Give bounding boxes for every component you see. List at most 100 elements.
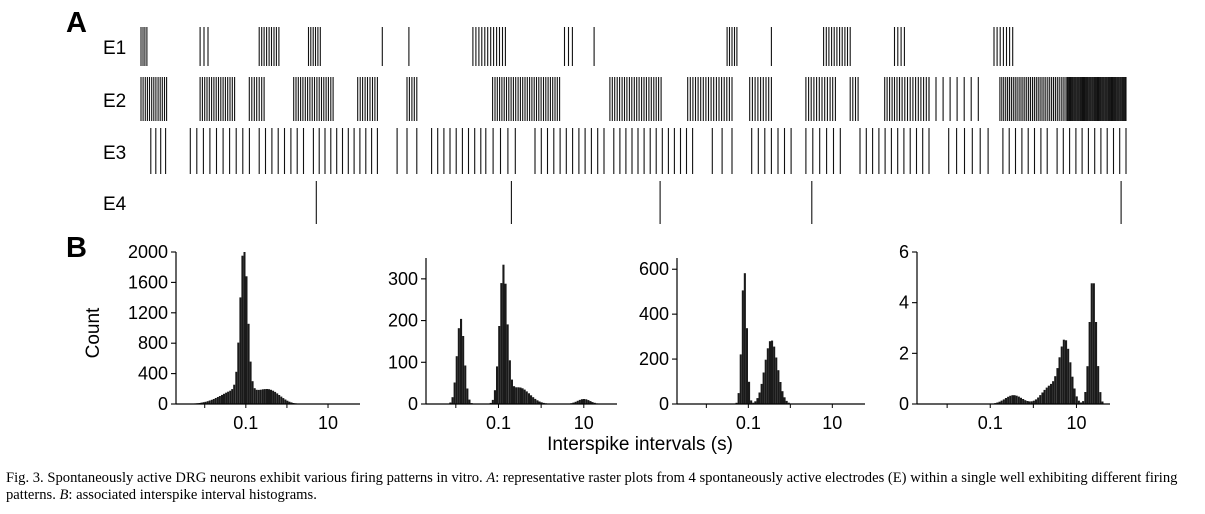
histogram-bar bbox=[266, 389, 268, 404]
y-tick-label: 2 bbox=[899, 343, 909, 363]
histogram-bar bbox=[506, 324, 509, 404]
histogram-bar bbox=[261, 389, 264, 404]
y-tick-label: 6 bbox=[899, 242, 909, 262]
x-tick-label: 0.1 bbox=[736, 413, 761, 433]
histogram-bar bbox=[591, 402, 594, 404]
histogram-bar bbox=[1084, 392, 1087, 404]
raster-row-e1: E1 bbox=[103, 27, 1014, 66]
histogram-bar bbox=[235, 371, 238, 404]
histogram-bar bbox=[510, 379, 513, 404]
histogram-bar bbox=[468, 399, 471, 404]
histogram-bar bbox=[1056, 368, 1059, 404]
histogram-bar bbox=[998, 401, 1001, 404]
histogram-bar bbox=[781, 391, 784, 404]
histogram-bar bbox=[587, 400, 590, 404]
histogram-bar bbox=[241, 255, 244, 404]
histogram-bar bbox=[229, 390, 232, 404]
caption-lead: Fig. 3. Spontaneously active DRG neurons… bbox=[6, 470, 487, 486]
histogram-bar bbox=[777, 370, 780, 404]
raster-row-label: E3 bbox=[103, 143, 126, 164]
histogram-bar bbox=[754, 401, 757, 404]
x-tick-label: 0.1 bbox=[233, 413, 258, 433]
histogram-bar bbox=[270, 389, 272, 404]
isi-histogram-4: 0 2 4 6 0.1 10 bbox=[899, 242, 1110, 433]
histogram-bar bbox=[1030, 401, 1033, 404]
x-tick-label: 10 bbox=[574, 413, 594, 433]
histogram-bar bbox=[1019, 397, 1022, 404]
histogram-bar bbox=[1022, 399, 1025, 404]
y-tick-label: 1200 bbox=[128, 303, 168, 323]
histogram-bar bbox=[1092, 283, 1095, 404]
histogram-bar bbox=[1007, 396, 1010, 404]
histogram-bar bbox=[1060, 346, 1063, 404]
histogram-bar bbox=[1017, 396, 1020, 404]
histogram-bar bbox=[1043, 389, 1046, 404]
histogram-bar bbox=[288, 401, 291, 404]
histogram-bar bbox=[251, 381, 254, 404]
histogram-bar bbox=[268, 389, 270, 404]
isi-histogram-2: 0 100 200 300 0.1 10 bbox=[388, 258, 617, 433]
histogram-bar bbox=[206, 401, 209, 404]
histogram-bar bbox=[758, 392, 761, 404]
y-tick-label: 200 bbox=[388, 311, 418, 331]
raster-row-e3: E3 bbox=[103, 128, 1127, 174]
histogram-bar bbox=[583, 399, 586, 404]
histogram-bar bbox=[538, 401, 541, 404]
histogram-bar bbox=[756, 398, 759, 404]
histogram-bar bbox=[1034, 399, 1037, 404]
histogram-bar bbox=[530, 395, 533, 404]
x-tick-label: 10 bbox=[822, 413, 842, 433]
histogram-bar bbox=[1075, 396, 1078, 404]
histogram-bar bbox=[1000, 400, 1003, 404]
histogram-bar bbox=[247, 323, 250, 404]
x-tick-label: 0.1 bbox=[978, 413, 1003, 433]
y-tick-label: 800 bbox=[138, 333, 168, 353]
histogram-bar bbox=[521, 388, 524, 404]
raster-row-label: E1 bbox=[103, 38, 126, 59]
histogram-bar bbox=[589, 401, 592, 404]
histogram-bar bbox=[451, 397, 454, 404]
panel-a-label: A bbox=[66, 7, 87, 39]
histogram-bar bbox=[768, 341, 771, 404]
histogram-bar bbox=[1011, 395, 1014, 404]
histogram-bar bbox=[502, 264, 505, 404]
histogram-bar bbox=[1069, 362, 1072, 404]
histogram-bar bbox=[519, 387, 522, 404]
histogram-bar bbox=[263, 389, 266, 404]
histogram-bar bbox=[253, 388, 256, 404]
y-tick-label: 200 bbox=[639, 349, 669, 369]
histogram-bar bbox=[1054, 376, 1057, 404]
histogram-bar bbox=[508, 360, 511, 404]
histogram-bar bbox=[498, 326, 501, 404]
y-tick-label: 1600 bbox=[128, 272, 168, 292]
raster-row-e2: E2 bbox=[103, 77, 1127, 121]
histogram-bar bbox=[515, 387, 518, 404]
histogram-bar bbox=[513, 386, 516, 404]
histogram-bar bbox=[223, 393, 225, 404]
histogram-bar bbox=[218, 396, 221, 404]
histogram-bar bbox=[278, 395, 281, 404]
histogram-bar bbox=[453, 382, 456, 404]
histogram-bar bbox=[1090, 283, 1093, 404]
y-tick-label: 400 bbox=[639, 304, 669, 324]
histogram-bar bbox=[1026, 401, 1029, 404]
y-tick-label: 2000 bbox=[128, 242, 168, 262]
y-axis-label: Count bbox=[83, 307, 104, 358]
histogram-bar bbox=[1041, 392, 1044, 404]
histogram-bar bbox=[1015, 395, 1018, 404]
histogram-bar bbox=[225, 392, 228, 404]
histogram-bar bbox=[527, 393, 530, 404]
histogram-bar bbox=[748, 381, 751, 404]
histogram-bar bbox=[1088, 322, 1091, 404]
histogram-bar bbox=[572, 402, 575, 404]
y-tick-label: 600 bbox=[639, 259, 669, 279]
x-tick-label: 10 bbox=[1066, 413, 1086, 433]
histogram-bar bbox=[1024, 400, 1027, 404]
histogram-bar bbox=[1082, 401, 1085, 404]
histogram-bar bbox=[1099, 392, 1102, 404]
histogram-bar bbox=[517, 387, 520, 404]
histogram-bar bbox=[1080, 402, 1083, 404]
histogram-bar bbox=[1002, 399, 1005, 404]
histogram-bar bbox=[449, 402, 452, 404]
histogram-bar bbox=[1067, 348, 1070, 404]
